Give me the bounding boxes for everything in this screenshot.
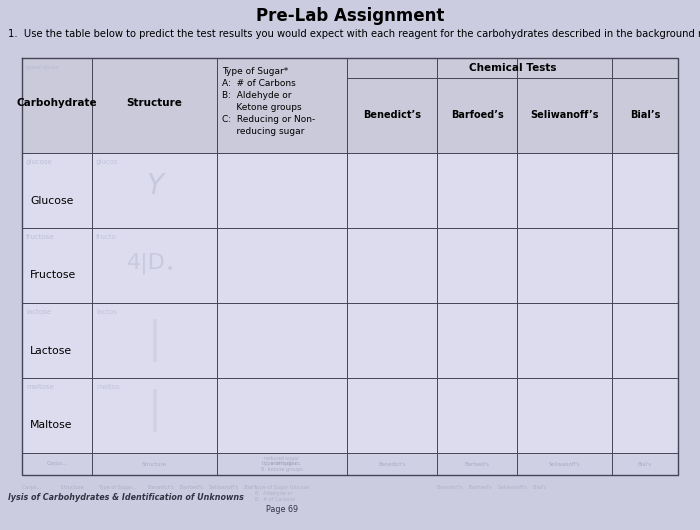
Text: Structure: Structure — [142, 462, 167, 466]
Bar — [22, 378, 678, 453]
Text: type of Sugar Glucose
B:  Aldehyde or
B:  # of Carbons: type of Sugar Glucose B: Aldehyde or B: … — [255, 485, 309, 501]
Text: Fructose: Fructose — [30, 270, 76, 280]
Text: Bial's: Bial's — [638, 462, 652, 466]
Text: maltos: maltos — [96, 384, 120, 390]
Text: Y: Y — [146, 172, 163, 199]
Text: Glucose: Glucose — [30, 196, 74, 206]
Text: Pre-Lab Assignment: Pre-Lab Assignment — [256, 7, 444, 25]
Text: Seliwanoff’s: Seliwanoff’s — [531, 110, 598, 119]
Text: good studs: good studs — [26, 65, 59, 69]
Bar — [22, 228, 678, 303]
Text: Barfoed's: Barfoed's — [465, 462, 489, 466]
Text: Carbohydrate: Carbohydrate — [17, 99, 97, 109]
Bar — [22, 453, 678, 475]
Text: reduced sugar
C: aldehyde or
B: ketone groups: reduced sugar C: aldehyde or B: ketone g… — [261, 456, 303, 472]
Text: lactose: lactose — [26, 309, 51, 315]
Text: Structure: Structure — [127, 99, 183, 109]
Text: 1.  Use the table below to predict the test results you would expect with each r: 1. Use the table below to predict the te… — [8, 29, 700, 39]
Text: type of sugar...: type of sugar... — [262, 462, 302, 466]
Bar — [22, 303, 678, 378]
Text: Type of Sugar*
A:  # of Carbons
B:  Aldehyde or
     Ketone groups
C:  Reducing : Type of Sugar* A: # of Carbons B: Aldehy… — [222, 67, 315, 136]
Text: Barfoed’s: Barfoed’s — [451, 110, 503, 119]
Text: Benedict's: Benedict's — [378, 462, 406, 466]
Text: |: | — [148, 389, 162, 432]
Bar — [22, 58, 678, 153]
Text: lactos: lactos — [96, 309, 117, 315]
Bar — [22, 153, 678, 228]
Text: fructose: fructose — [26, 234, 55, 240]
Text: maltose: maltose — [26, 384, 54, 390]
Text: Carpo...: Carpo... — [47, 462, 67, 466]
Text: fructo: fructo — [96, 234, 117, 240]
Text: •: • — [165, 262, 174, 277]
Text: 4|D: 4|D — [127, 253, 166, 274]
Text: Benedict's    Barfoed's    Seliwanoff's    Bial's: Benedict's Barfoed's Seliwanoff's Bial's — [437, 485, 546, 490]
Text: Page 69: Page 69 — [266, 505, 298, 514]
Text: |: | — [148, 319, 162, 362]
Text: glucos: glucos — [96, 159, 118, 165]
Text: lysis of Carbohydrates & Identification of Unknowns: lysis of Carbohydrates & Identification … — [8, 493, 244, 502]
Text: Maltose: Maltose — [30, 420, 73, 430]
Text: glucose: glucose — [26, 159, 53, 165]
Text: Seliwanoff's: Seliwanoff's — [549, 462, 580, 466]
Text: Benedict’s: Benedict’s — [363, 110, 421, 119]
Text: Carpo...             Structure          Type of Sugar...        Benedict's    Ba: Carpo... Structure Type of Sugar... Bene… — [22, 485, 258, 490]
Text: Lactose: Lactose — [30, 346, 72, 356]
Text: Chemical Tests: Chemical Tests — [469, 63, 556, 73]
Text: Bial’s: Bial’s — [630, 110, 660, 119]
